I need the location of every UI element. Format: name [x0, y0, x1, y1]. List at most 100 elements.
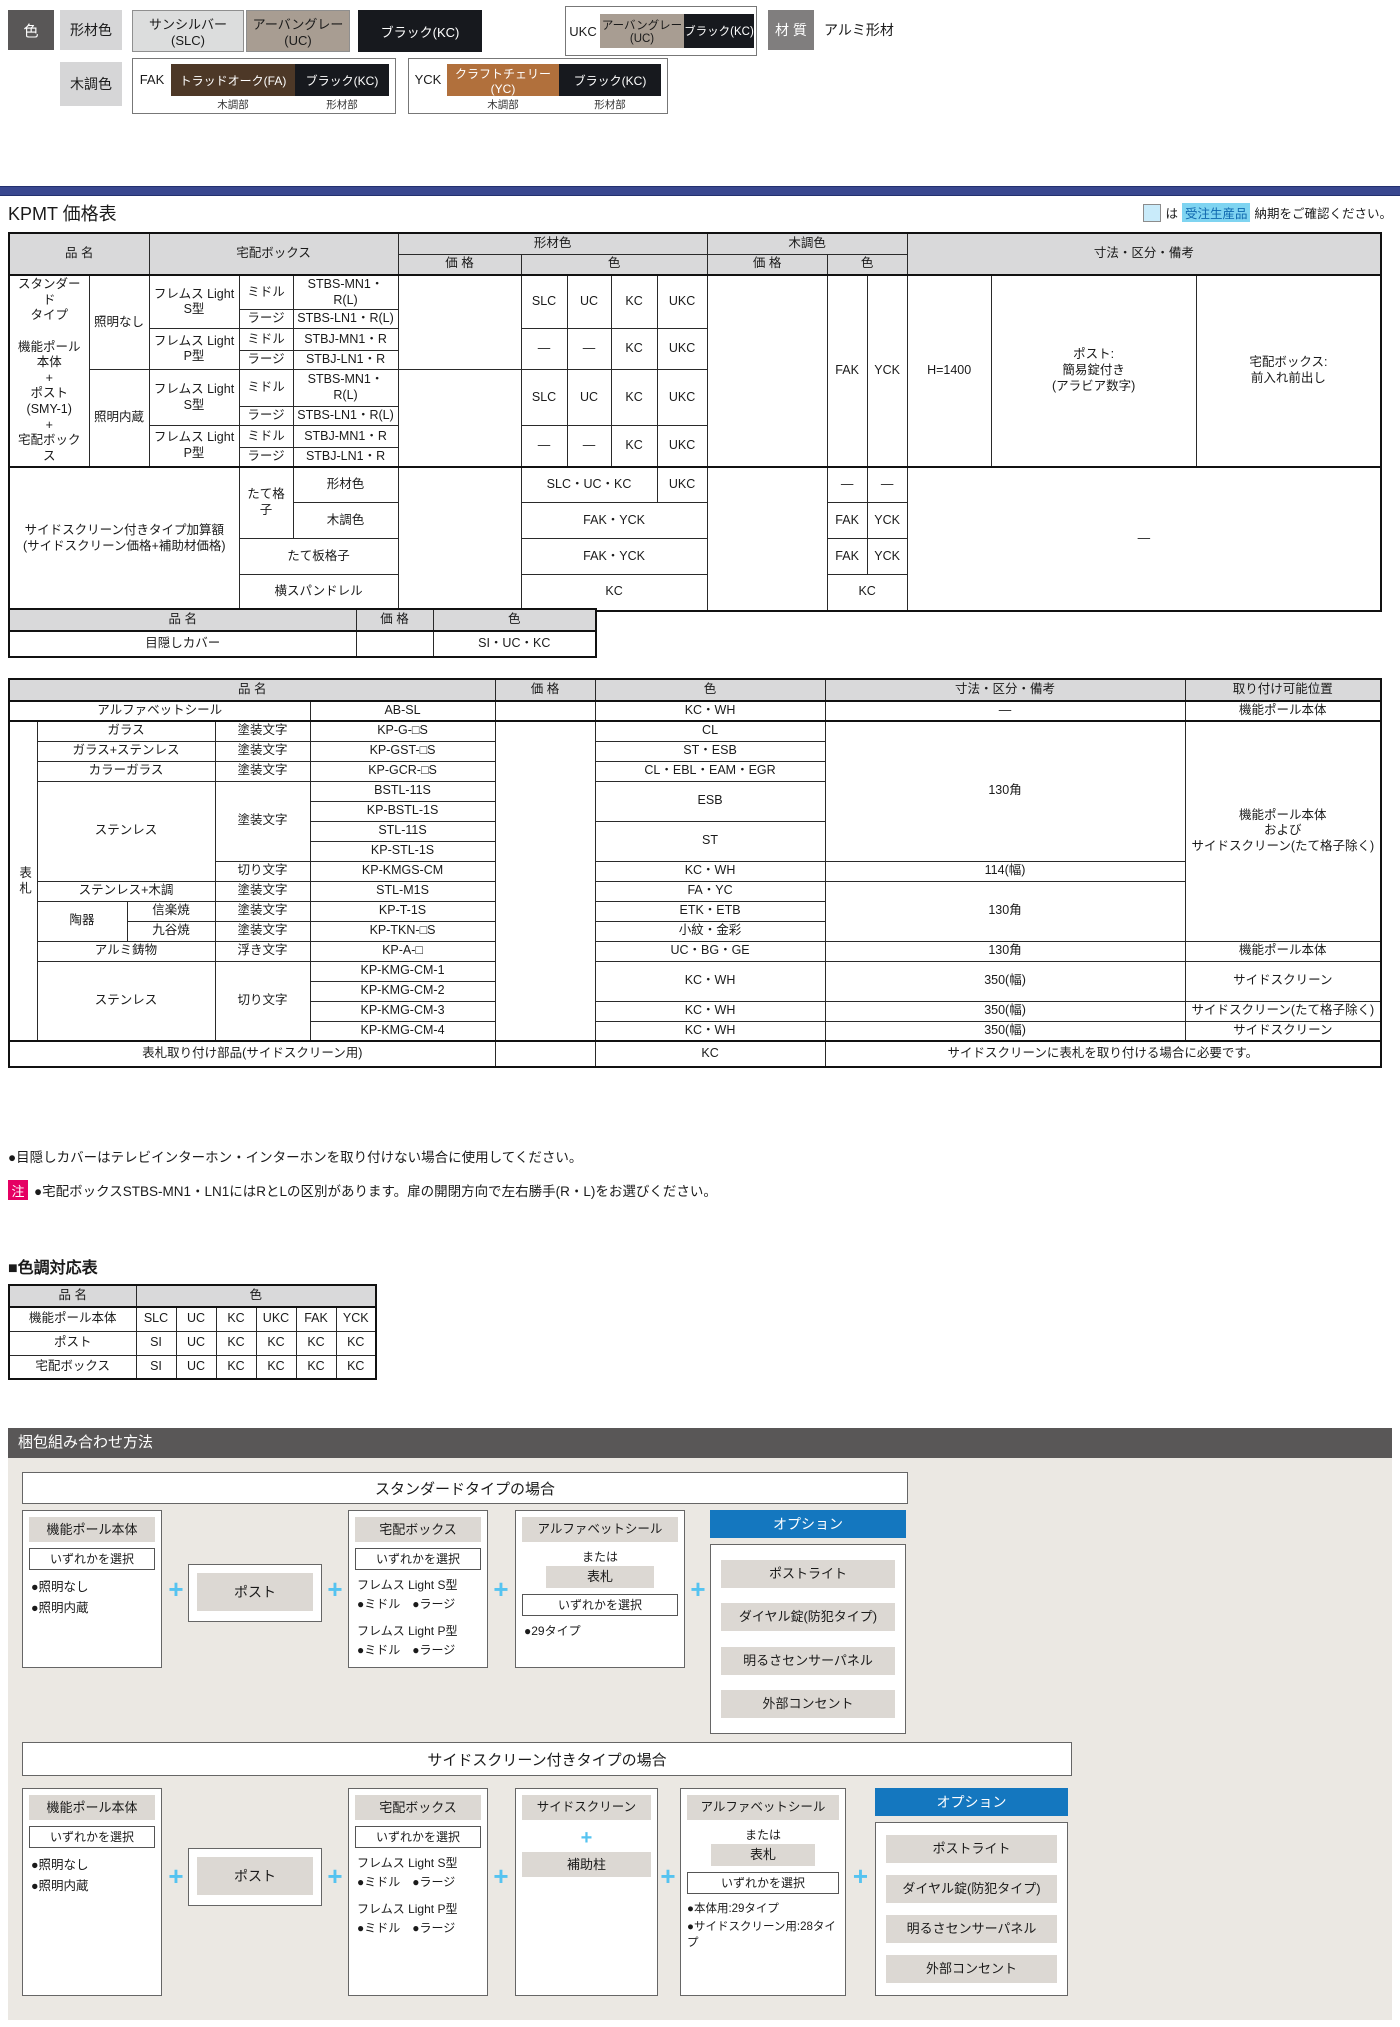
table-cell: 照明なし	[88, 274, 150, 371]
table-cell: 色	[520, 253, 708, 276]
table-cell: YCK	[866, 274, 908, 467]
keizai-color-label: 形材色	[60, 10, 122, 50]
table-cell: KC	[215, 1354, 257, 1380]
table-cell: 小紋・金彩	[594, 920, 826, 942]
table-cell: UKC	[656, 328, 708, 371]
table-cell: SI	[135, 1330, 177, 1356]
table-cell: KP-T-1S	[309, 900, 496, 922]
pole-select: いずれかを選択	[29, 1548, 155, 1570]
table-cell: —	[566, 328, 612, 371]
table-cell: 品 名	[8, 232, 150, 276]
side-screen-box: サイドスクリーン + 補助柱	[515, 1788, 658, 1996]
table-cell: 価 格	[355, 608, 434, 632]
table-cell: KC・WH	[594, 1000, 826, 1022]
table-cell: STL-M1S	[309, 880, 496, 902]
table-cell: ミドル	[238, 274, 294, 311]
table-row: ラージ STBS-LN1・R(L)	[9, 309, 1381, 330]
table-cell: ポスト	[8, 1330, 137, 1356]
table-cell: KC	[335, 1354, 377, 1380]
table-cell: FAK	[826, 538, 868, 575]
table-cell: KP-KMG-CM-4	[309, 1020, 496, 1042]
table-row: アルファベットシール AB-SL KC・WH — 機能ポール本体	[8, 700, 1382, 722]
table-cell: 色	[594, 678, 826, 702]
table-cell	[355, 630, 434, 658]
table-cell: —	[566, 425, 612, 467]
delivery-box-box: 宅配ボックス いずれかを選択 フレムス Light S型 ●ミドル ●ラージ フ…	[348, 1788, 488, 1996]
series-options: ●ミドル ●ラージ	[357, 1921, 456, 1935]
table-row: ポスト SI UC KC KC KC KC	[8, 1330, 377, 1356]
plus-icon: +	[327, 1861, 343, 1891]
table-cell: ステンレス	[36, 780, 216, 882]
fak-swatch-group: FAK トラッドオーク(FA) ブラック(KC) 木調部 形材部	[132, 58, 396, 114]
table-cell: KC	[255, 1330, 297, 1356]
table-cell: KC	[295, 1330, 337, 1356]
table-cell: 114(幅)	[824, 860, 1186, 882]
option-item: ポストライト	[886, 1835, 1057, 1863]
table-cell: 宅配ボックス	[148, 232, 399, 276]
table-row: KP-KMG-CM-3 KC・WH 350(幅) サイドスクリーン(たて格子除く)	[9, 1000, 1382, 1022]
delivery-box-box: 宅配ボックス いずれかを選択 フレムス Light S型 ●ミドル ●ラージ フ…	[348, 1510, 488, 1668]
swatch-sun-silver: サンシルバー(SLC)	[132, 10, 244, 52]
table-cell: カラーガラス	[36, 760, 216, 782]
table-cell: ラージ	[238, 350, 294, 371]
option-header: オプション	[710, 1510, 906, 1538]
table-cell: ポスト: 簡易錠付き (アラビア数字)	[990, 274, 1197, 467]
table-cell: 塗装文字	[214, 760, 311, 782]
table-cell: KC	[295, 1354, 337, 1380]
table-cell: KC	[826, 574, 908, 611]
seal-option: ●29タイプ	[524, 1624, 581, 1638]
table-cell: サイドスクリーン付きタイプ加算額 (サイドスクリーン価格+補助材価格)	[8, 465, 240, 611]
table-cell: アルファベットシール	[8, 700, 311, 722]
pole-option: ●照明なし	[31, 1858, 89, 1872]
post-label: ポスト	[197, 1573, 313, 1611]
table-cell: UKC	[656, 465, 708, 503]
table-cell: 形材色	[397, 232, 708, 255]
table-cell: 塗装文字	[214, 920, 311, 942]
series-name: フレムス Light P型	[357, 1902, 458, 1916]
table-cell: KC・WH	[594, 860, 826, 882]
swatch-black: ブラック(KC)	[358, 10, 482, 52]
table-row: 九谷焼 塗装文字 KP-TKN-□S 小紋・金彩	[9, 920, 1381, 942]
table-cell: FAK	[295, 1306, 337, 1332]
table-cell: 塗装文字	[214, 720, 311, 742]
pole-option: ●照明内蔵	[31, 1879, 89, 1893]
table-row: フレムス Light P型 ミドル STBJ-MN1・R — — KC UKC	[9, 425, 1381, 467]
table-row: 照明内蔵 フレムス Light S型 ミドル STBS-MN1・R(L) SLC UC KC…	[9, 369, 1381, 467]
table-row: アルミ鋳物 浮き文字 KP-A-□ UC・BG・GE 130角 機能ポール本体	[9, 940, 1382, 962]
note-delivery-box: 注 ●宅配ボックスSTBS-MN1・LN1にはRとLの区別があります。扉の開閉方…	[8, 1180, 717, 1200]
table-cell: フレムス Light S型	[148, 369, 240, 427]
plus-icon: +	[168, 1861, 184, 1891]
table-cell: SLC	[520, 369, 568, 427]
table-row: スタンダード タイプ 機能ポール 本体 + ポスト (SMY-1) + 宅配ボッ…	[8, 274, 1382, 467]
table-cell: FA・YC	[594, 880, 826, 902]
table-cell: フレムス Light S型	[148, 274, 240, 330]
table-cell: YCK	[866, 538, 908, 575]
pole-option: ●照明なし	[31, 1580, 89, 1594]
table-cell: UC	[566, 274, 612, 330]
option-header: オプション	[875, 1788, 1068, 1816]
table-cell: SLC	[135, 1306, 177, 1332]
table-cell: 色	[432, 608, 597, 632]
post-box: ポスト	[188, 1564, 322, 1622]
table-cell	[706, 274, 828, 467]
table-cell: STBJ-MN1・R	[292, 328, 399, 352]
seal-option: ●本体用:29タイプ	[687, 1903, 779, 1915]
table-row: 表札 ガラス 塗装文字 KP-G-□S CL 130角 機能ポール本体 および サイドスクリ…	[8, 720, 1382, 1042]
frame-part-caption: 形材部	[326, 99, 358, 111]
pole-select: いずれかを選択	[29, 1826, 155, 1848]
table-cell: ST	[594, 820, 826, 862]
table-cell: ミドル	[238, 369, 294, 408]
series-options: ●ミドル ●ラージ	[357, 1643, 456, 1657]
table-cell: KP-A-□	[309, 940, 496, 962]
table-cell: ラージ	[238, 446, 294, 468]
table-cell: FAK・YCK	[520, 502, 708, 539]
table-cell: ステンレス	[36, 960, 216, 1042]
wood-color-label: 木調色	[60, 62, 122, 106]
table-cell: たて格子	[238, 465, 294, 539]
table-row: 品 名色	[8, 1284, 377, 1308]
side-screen-title: サイドスクリーン	[522, 1795, 651, 1820]
table-cell	[397, 274, 522, 371]
table-cell: H=1400	[906, 274, 992, 467]
table-cell: サイドスクリーンに表札を取り付ける場合に必要です。	[824, 1040, 1382, 1068]
